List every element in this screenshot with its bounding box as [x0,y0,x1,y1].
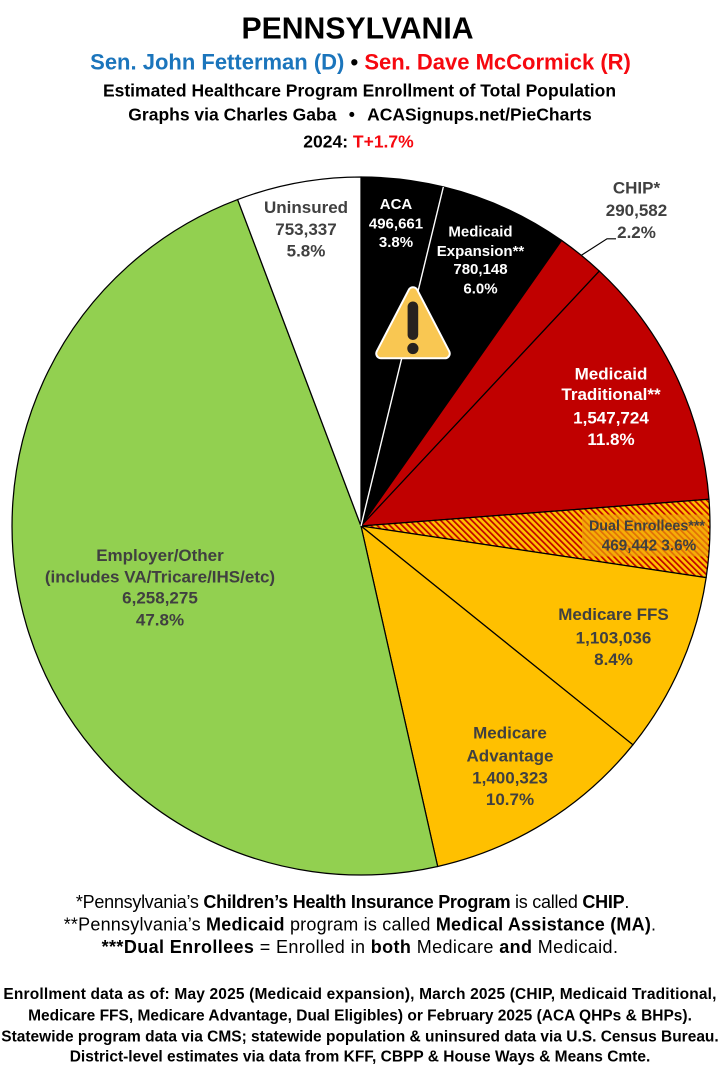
svg-text:469,442 3.6%: 469,442 3.6% [602,538,697,555]
svg-text:47.8%: 47.8% [136,611,184,630]
svg-text:Traditional**: Traditional** [561,385,661,404]
svg-text:Statewide program data via CMS: Statewide program data via CMS; statewid… [1,1028,718,1045]
svg-text:2024: T+1.7%: 2024: T+1.7% [303,132,414,152]
svg-text:6.0%: 6.0% [463,281,497,298]
svg-text:Uninsured: Uninsured [264,198,348,217]
svg-text:District-level estimates via d: District-level estimates via data from K… [70,1048,651,1065]
svg-text:Employer/Other: Employer/Other [96,546,224,565]
svg-text:753,337: 753,337 [275,220,336,239]
svg-text:11.8%: 11.8% [587,430,634,449]
svg-text:5.8%: 5.8% [287,242,326,261]
svg-text:10.7%: 10.7% [486,790,534,809]
svg-text:Medicaid: Medicaid [575,364,648,383]
svg-text:1,103,036: 1,103,036 [576,628,652,647]
svg-text:1,400,323: 1,400,323 [472,769,548,788]
svg-text:Medicaid: Medicaid [448,224,512,241]
svg-text:Medicare FFS: Medicare FFS [558,605,669,624]
svg-text:Expansion**: Expansion** [437,243,525,260]
svg-text:***Dual Enrollees = Enrolled i: ***Dual Enrollees = Enrolled in both Med… [102,937,619,957]
svg-text:Enrollment data as of: May 202: Enrollment data as of: May 2025 (Medicai… [3,986,716,1003]
svg-text:3.8%: 3.8% [379,234,413,251]
svg-text:Estimated Healthcare Program E: Estimated Healthcare Program Enrollment … [103,81,616,101]
svg-text:496,661: 496,661 [369,216,423,233]
svg-text:ACA: ACA [380,196,413,213]
svg-text:780,148: 780,148 [453,261,507,278]
svg-text:PENNSYLVANIA: PENNSYLVANIA [241,12,473,45]
svg-text:CHIP*: CHIP* [613,178,661,197]
svg-text:Sen. John Fetterman (D) • Sen.: Sen. John Fetterman (D) • Sen. Dave McCo… [90,50,631,75]
svg-text:6,258,275: 6,258,275 [122,589,198,608]
svg-text:*Pennsylvania’s Children’s Hea: *Pennsylvania’s Children’s Health Insura… [76,892,629,912]
svg-text:**Pennsylvania’s Medicaid prog: **Pennsylvania’s Medicaid program is cal… [64,914,657,934]
svg-text:2.2%: 2.2% [617,223,656,242]
svg-text:(includes VA/Tricare/IHS/etc): (includes VA/Tricare/IHS/etc) [45,568,275,587]
svg-text:Medicare: Medicare [473,723,547,742]
svg-text:Medicare FFS, Medicare Advanta: Medicare FFS, Medicare Advantage, Dual E… [28,1007,692,1024]
svg-text:1,547,724: 1,547,724 [573,409,649,428]
svg-text:8.4%: 8.4% [594,650,633,669]
svg-text:Graphs via Charles Gaba • AC: Graphs via Charles Gaba • ACASignups.net… [128,105,592,125]
svg-text:290,582: 290,582 [606,201,667,220]
svg-text:Dual Enrollees***: Dual Enrollees*** [589,518,705,534]
svg-text:Advantage: Advantage [467,747,554,766]
